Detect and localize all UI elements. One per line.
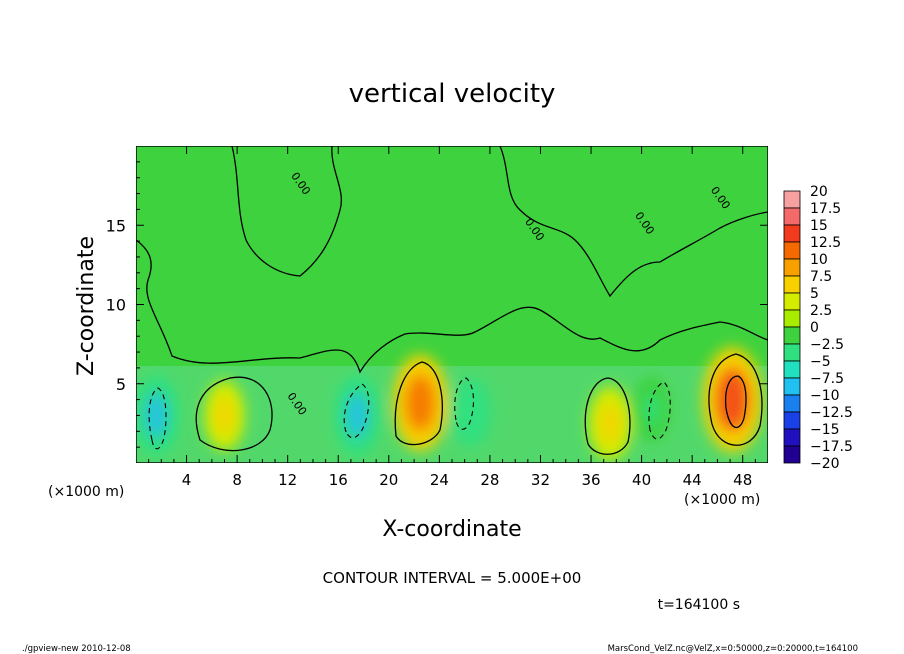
feature-core-7 xyxy=(717,369,748,430)
x-unit-label-left: (×1000 m) xyxy=(48,484,124,500)
colorbar-swatch-0 xyxy=(783,190,801,209)
y-axis-ticks: 5 10 15 xyxy=(106,161,768,448)
colorbar-label-2: 15 xyxy=(810,218,828,234)
x-tick-label-9: 40 xyxy=(632,471,651,489)
contour-line-upper xyxy=(136,239,768,374)
contour-line-cell-2 xyxy=(394,361,443,446)
colorbar-label-0: 20 xyxy=(810,184,828,200)
colorbar-label-13: −12.5 xyxy=(810,405,853,421)
colorbar-labels: 2017.51512.5107.552.50−2.5−5−7.5−10−12.5… xyxy=(810,184,853,472)
x-tick-label-10: 44 xyxy=(683,471,702,489)
x-tick-label-1: 8 xyxy=(232,471,242,489)
colorbar-swatch-14 xyxy=(783,428,801,447)
feature-core-3 xyxy=(406,375,435,431)
y-axis-label: Z-coordinate xyxy=(74,236,99,376)
colorbar-label-6: 5 xyxy=(810,286,819,302)
contour-line-tower xyxy=(231,146,342,277)
colorbar-swatch-11 xyxy=(783,377,801,396)
x-tick-label-6: 28 xyxy=(480,471,499,489)
colorbar-label-8: 0 xyxy=(810,320,819,336)
x-tick-label-2: 12 xyxy=(278,471,297,489)
colorbar-swatch-5 xyxy=(783,275,801,294)
contour-line-cell-1 xyxy=(195,376,273,452)
contour-interval-note: CONTOUR INTERVAL = 5.000E+00 xyxy=(323,569,582,587)
contour-lines xyxy=(136,146,768,455)
x-tick-label-0: 4 xyxy=(182,471,192,489)
x-tick-label-7: 32 xyxy=(531,471,550,489)
colorbar-label-16: −20 xyxy=(810,456,840,472)
velocity-cores xyxy=(144,369,748,444)
x-tick-label-8: 36 xyxy=(581,471,600,489)
feature-core-5 xyxy=(599,402,621,444)
footer-left: ./gpview-new 2010-12-08 xyxy=(22,644,131,654)
colorbar-swatch-4 xyxy=(783,258,801,277)
colorbar-swatch-12 xyxy=(783,394,801,413)
footer-right: MarsCond_VelZ.nc@VelZ,x=0:50000,z=0:2000… xyxy=(608,644,858,654)
colorbar-label-5: 7.5 xyxy=(810,269,832,285)
colorbar-swatch-1 xyxy=(783,207,801,226)
colorbar-swatch-15 xyxy=(783,445,801,464)
colorbar-swatch-2 xyxy=(783,224,801,243)
colorbar-label-11: −7.5 xyxy=(810,371,844,387)
colorbar-label-3: 12.5 xyxy=(810,235,841,251)
x-tick-label-11: 48 xyxy=(733,471,752,489)
contour-dashed-2 xyxy=(343,383,370,439)
x-axis-ticks: 4 8 12 16 20 24 28 32 36 40 44 48 xyxy=(148,146,756,489)
contour-dashed-4 xyxy=(648,381,671,440)
colorbar-swatch-13 xyxy=(783,411,801,430)
colorbar-label-7: 2.5 xyxy=(810,303,832,319)
colorbar-label-4: 10 xyxy=(810,252,828,268)
colorbar-swatch-10 xyxy=(783,360,801,379)
colorbar xyxy=(783,190,801,464)
feature-core-4 xyxy=(461,393,481,432)
colorbar-swatch-7 xyxy=(783,309,801,328)
x-tick-label-5: 24 xyxy=(430,471,449,489)
x-tick-label-3: 16 xyxy=(329,471,348,489)
contour-line-cell-3 xyxy=(584,377,631,455)
colorbar-swatch-3 xyxy=(783,241,801,260)
x-axis-label: X-coordinate xyxy=(382,517,521,542)
y-tick-label-0: 5 xyxy=(116,375,126,394)
colorbar-label-1: 17.5 xyxy=(810,201,841,217)
colorbar-swatch-9 xyxy=(783,343,801,362)
colorbar-swatch-6 xyxy=(783,292,801,311)
y-tick-label-1: 10 xyxy=(106,296,126,315)
x-unit-label-right: (×1000 m) xyxy=(684,492,760,508)
y-tick-label-2: 15 xyxy=(106,216,126,235)
colorbar-label-15: −17.5 xyxy=(810,439,853,455)
contour-line-cell-4 xyxy=(708,353,763,446)
contour-line-top-right xyxy=(499,146,768,298)
colorbar-label-14: −15 xyxy=(810,422,840,438)
contour-lines-negative xyxy=(148,377,671,450)
contour-line-core-4 xyxy=(724,375,747,428)
time-label: t=164100 s xyxy=(658,597,740,613)
contour-dashed-3 xyxy=(454,377,475,430)
chart-title: vertical velocity xyxy=(349,79,556,109)
colorbar-label-9: −2.5 xyxy=(810,337,844,353)
plot-area: 0.000.000.00 0.000.00 xyxy=(136,146,768,463)
feature-core-1 xyxy=(214,396,234,435)
colorbar-label-10: −5 xyxy=(810,354,831,370)
feature-core-2 xyxy=(345,392,369,439)
contour-dashed-1 xyxy=(148,387,167,450)
x-tick-label-4: 20 xyxy=(379,471,398,489)
colorbar-swatch-8 xyxy=(783,326,801,345)
colorbar-label-12: −10 xyxy=(810,388,840,404)
feature-core-6 xyxy=(642,391,661,427)
